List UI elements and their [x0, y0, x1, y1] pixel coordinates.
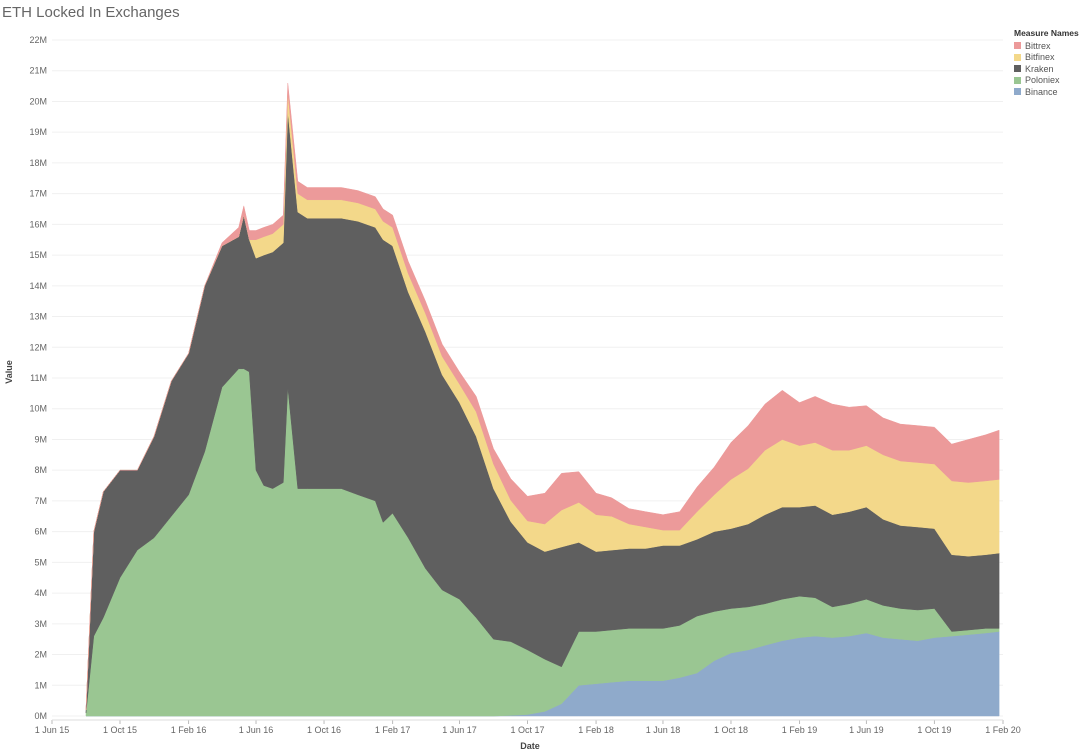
- x-axis-label: Date: [520, 741, 540, 751]
- legend-swatch: [1014, 42, 1021, 50]
- area-bittrex: [85, 82, 1000, 710]
- y-tick-label: 11M: [30, 373, 47, 383]
- legend-swatch: [1014, 53, 1021, 61]
- y-tick-label: 18M: [29, 158, 47, 168]
- x-tick-label: 1 Oct 17: [510, 725, 544, 735]
- y-tick-label: 0M: [34, 711, 47, 721]
- legend-label: Bitfinex: [1025, 52, 1055, 63]
- y-tick-label: 21M: [29, 66, 47, 76]
- y-tick-label: 10M: [29, 404, 47, 414]
- y-tick-label: 3M: [34, 619, 47, 629]
- x-tick-label: 1 Jun 15: [35, 725, 70, 735]
- y-tick-label: 19M: [29, 127, 47, 137]
- y-tick-label: 1M: [34, 680, 47, 690]
- y-tick-label: 8M: [34, 465, 47, 475]
- y-tick-label: 17M: [29, 189, 47, 199]
- y-tick-label: 14M: [29, 281, 47, 291]
- legend-item-kraken[interactable]: Kraken: [1014, 63, 1079, 75]
- legend-item-bitfinex[interactable]: Bitfinex: [1014, 52, 1079, 64]
- y-tick-label: 7M: [34, 496, 47, 506]
- legend-label: Poloniex: [1025, 75, 1060, 86]
- x-tick-label: 1 Jun 18: [646, 725, 681, 735]
- legend-label: Kraken: [1025, 63, 1054, 74]
- legend-swatch: [1014, 88, 1021, 96]
- x-tick-label: 1 Jun 16: [239, 725, 274, 735]
- y-tick-label: 4M: [34, 588, 47, 598]
- x-tick-label: 1 Feb 20: [985, 725, 1021, 735]
- x-tick-label: 1 Feb 17: [375, 725, 411, 735]
- legend-item-binance[interactable]: Binance: [1014, 86, 1079, 98]
- y-tick-label: 6M: [34, 527, 47, 537]
- x-tick-label: 1 Jun 19: [849, 725, 884, 735]
- x-tick-label: 1 Feb 19: [782, 725, 818, 735]
- x-tick-label: 1 Oct 16: [307, 725, 341, 735]
- x-tick-label: 1 Jun 17: [442, 725, 477, 735]
- y-tick-label: 20M: [29, 96, 47, 106]
- x-tick-label: 1 Feb 16: [171, 725, 207, 735]
- y-tick-label: 22M: [29, 35, 47, 45]
- chart-title: ETH Locked In Exchanges: [2, 4, 180, 21]
- y-tick-label: 5M: [34, 557, 47, 567]
- legend: Measure Names Bittrex Bitfinex Kraken Polon…: [1014, 28, 1079, 98]
- x-tick-label: 1 Oct 18: [714, 725, 748, 735]
- x-tick-label: 1 Oct 19: [917, 725, 951, 735]
- legend-item-poloniex[interactable]: Poloniex: [1014, 75, 1079, 87]
- y-tick-label: 16M: [29, 219, 47, 229]
- legend-label: Bittrex: [1025, 40, 1051, 51]
- legend-item-bittrex[interactable]: Bittrex: [1014, 40, 1079, 52]
- legend-label: Binance: [1025, 86, 1058, 97]
- y-axis-label: Value: [4, 360, 14, 384]
- y-tick-label: 9M: [34, 434, 47, 444]
- x-tick-label: 1 Feb 18: [578, 725, 614, 735]
- x-tick-label: 1 Oct 15: [103, 725, 137, 735]
- y-tick-label: 2M: [34, 650, 47, 660]
- y-tick-label: 13M: [29, 312, 47, 322]
- legend-swatch: [1014, 65, 1021, 73]
- legend-swatch: [1014, 76, 1021, 84]
- y-tick-label: 15M: [29, 250, 47, 260]
- legend-title: Measure Names: [1014, 28, 1079, 38]
- y-tick-label: 12M: [29, 342, 47, 352]
